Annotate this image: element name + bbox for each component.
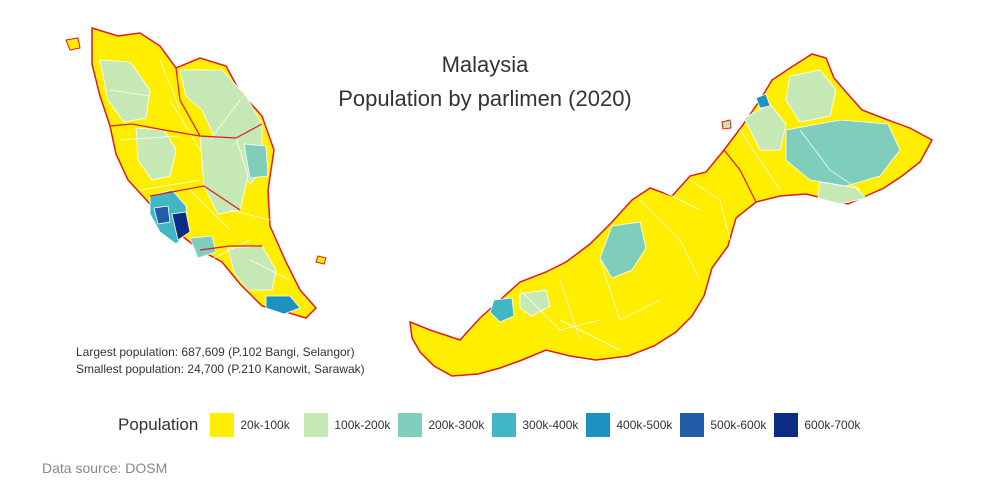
- legend-label: 100k-200k: [334, 418, 391, 432]
- sabah-region-interior: [785, 119, 901, 187]
- legend-swatch: [398, 413, 423, 437]
- legend-item: 300k-400k: [492, 413, 579, 437]
- map-title: Malaysia: [441, 52, 529, 77]
- legend-swatch: [492, 413, 517, 437]
- legend-swatch: [304, 413, 329, 437]
- legend-label: 200k-300k: [428, 418, 485, 432]
- legend-swatch: [774, 413, 799, 437]
- peninsular-district-lines: [109, 59, 291, 281]
- legend: Population 20k-100k 100k-200k 200k-300k …: [118, 412, 868, 438]
- legend-title: Population: [118, 415, 199, 434]
- peninsular-region-klang: [153, 205, 171, 225]
- legend-label: 600k-700k: [804, 418, 861, 432]
- data-source: Data source: DOSM: [42, 460, 168, 476]
- legend-label: 400k-500k: [616, 418, 673, 432]
- labuan-island: [721, 119, 732, 130]
- sabah-region-north: [785, 69, 837, 123]
- legend-item: 100k-200k: [304, 413, 391, 437]
- smallest-population-note: Smallest population: 24,700 (P.210 Kanow…: [76, 362, 365, 376]
- peninsular-region-johor-bahru: [265, 295, 301, 315]
- legend-item: 600k-700k: [774, 413, 861, 437]
- tioman-island: [315, 255, 327, 265]
- legend-item: 400k-500k: [586, 413, 673, 437]
- peninsular-region-bangi: [171, 211, 191, 241]
- legend-label: 20k-100k: [240, 418, 290, 432]
- sabah-region-tawau: [817, 181, 867, 205]
- peninsular-malaysia: [65, 26, 327, 319]
- peninsular-state-borders: [109, 67, 263, 251]
- legend-swatch: [586, 413, 611, 437]
- peninsular-region-kuantan: [243, 143, 269, 179]
- legend-swatch: [680, 413, 705, 437]
- peninsular-region-north-west: [99, 59, 151, 123]
- legend-item: 20k-100k: [210, 413, 294, 437]
- sarawak-region-kuching: [489, 297, 515, 323]
- sabah-region-kota-kinabalu: [755, 93, 771, 109]
- langkawi-island: [65, 37, 81, 51]
- legend-label: 300k-400k: [522, 418, 579, 432]
- peninsular-region-seremban: [189, 235, 217, 259]
- legend-label: 500k-600k: [710, 418, 767, 432]
- largest-population-note: Largest population: 687,609 (P.102 Bangi…: [76, 345, 355, 359]
- map-subtitle: Population by parlimen (2020): [338, 86, 632, 111]
- sabah-sarawak-border: [723, 149, 757, 203]
- east-malaysia: [409, 53, 934, 377]
- legend-item: 500k-600k: [680, 413, 767, 437]
- legend-item: 200k-300k: [398, 413, 485, 437]
- sarawak-region-kapit: [599, 221, 647, 279]
- legend-swatch: [210, 413, 235, 437]
- borneo-district-lines: [519, 129, 861, 351]
